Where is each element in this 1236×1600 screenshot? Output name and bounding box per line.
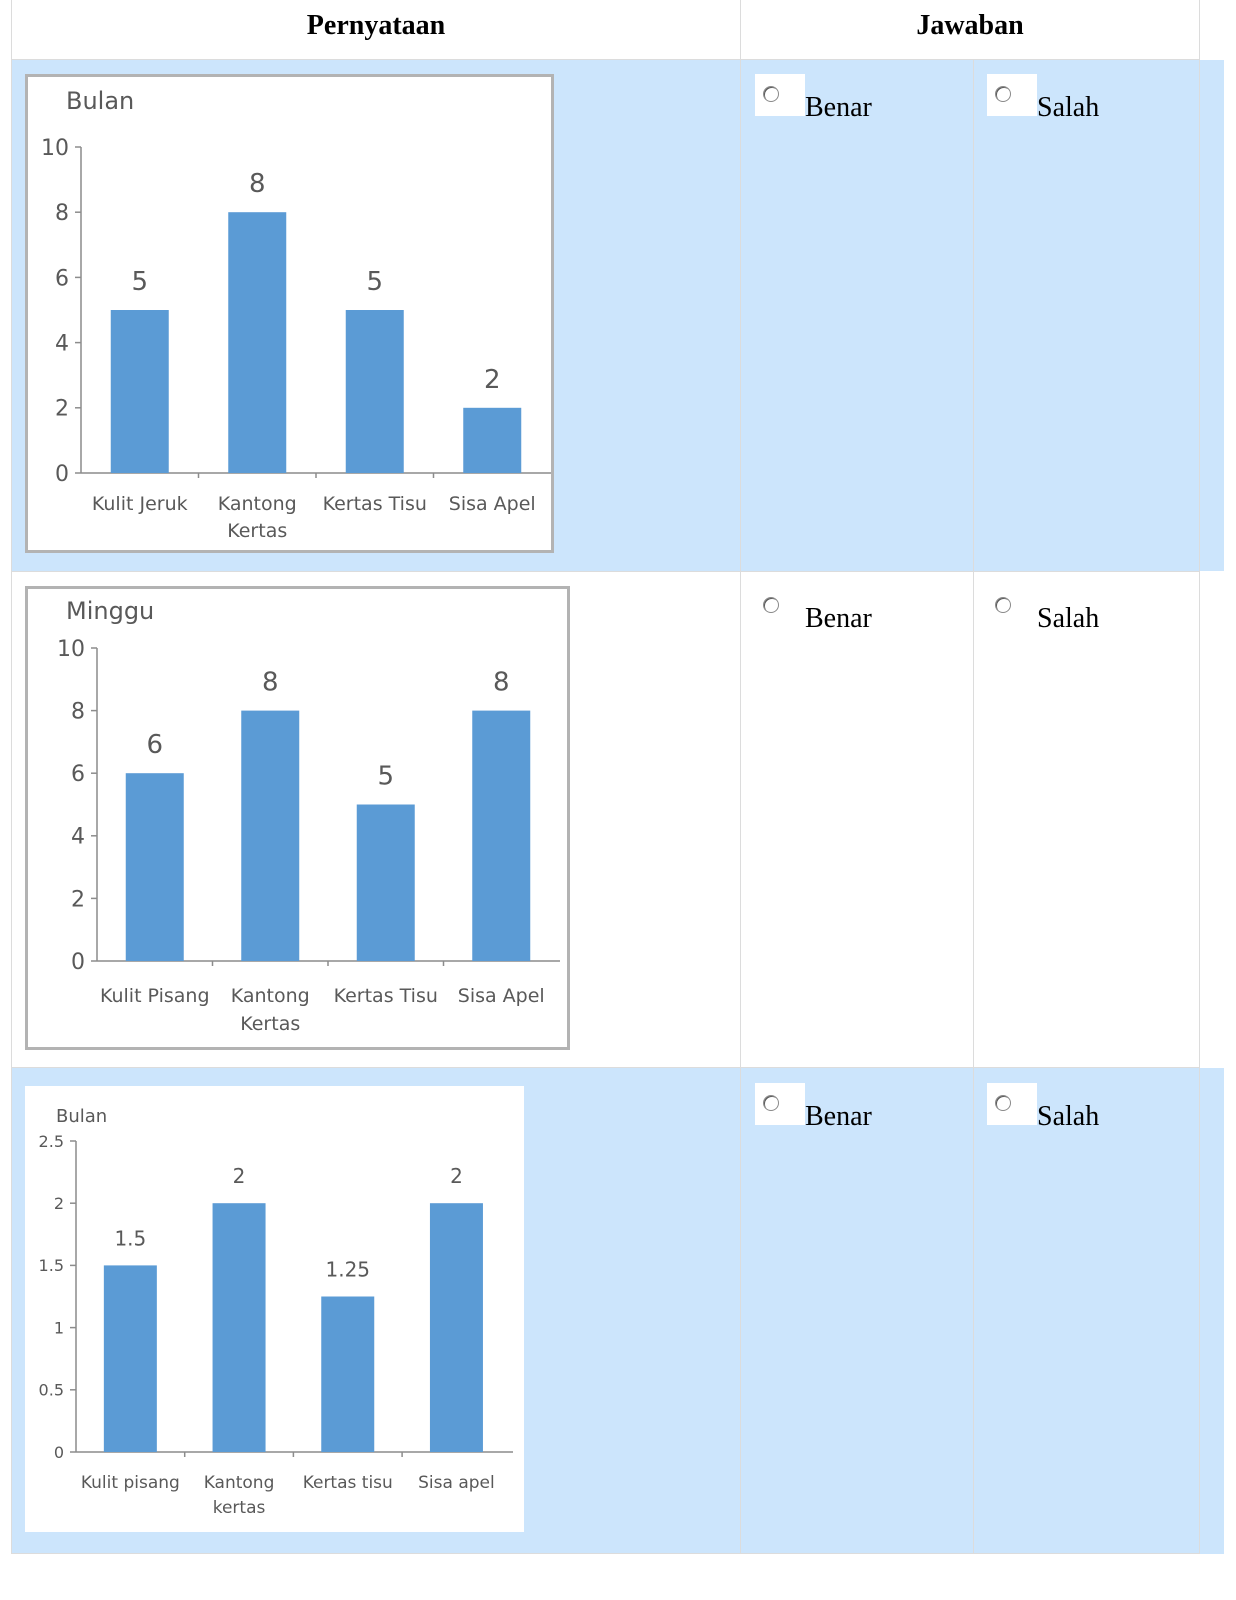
bar-chart-minggu: Minggu 0 2 4 6 8 10 6 Kulit Pisang 8 Kantong Kertas…	[57, 597, 560, 1035]
chart-title: Bulan	[66, 87, 134, 115]
option-label-benar: Benar	[805, 92, 872, 123]
y-tick-label: 4	[55, 332, 69, 357]
option-salah-row-2[interactable]: Salah	[987, 585, 1099, 635]
y-tick-label: 10	[41, 136, 69, 161]
x-category-label: Kulit pisang	[81, 1473, 180, 1493]
chart-title: Minggu	[66, 597, 154, 625]
y-tick-label: 6	[55, 266, 69, 291]
data-label: 1.25	[325, 1258, 370, 1282]
x-category-label: Kertas Tisu	[323, 493, 427, 515]
y-tick-label: 2	[71, 887, 85, 912]
bar	[429, 1203, 483, 1452]
y-tick-label: 2	[55, 397, 69, 422]
data-label: 2	[484, 365, 501, 395]
option-benar-row-1[interactable]: Benar	[755, 74, 872, 124]
option-label-benar: Benar	[805, 1101, 872, 1132]
radio-circle-icon	[763, 1095, 779, 1111]
y-tick-label: 0.5	[39, 1381, 64, 1400]
bar	[228, 212, 287, 473]
radio-salah-row-2[interactable]	[987, 585, 1037, 627]
chart-panel-2: Minggu 0 2 4 6 8 10 6 Kulit Pisang 8 Kantong Kertas…	[25, 586, 570, 1050]
column-divider-statement	[740, 0, 741, 1554]
bar	[212, 1203, 266, 1452]
y-tick-label: 8	[71, 700, 85, 725]
radio-circle-icon	[995, 86, 1011, 102]
header-answer: Jawaban	[916, 10, 1024, 41]
radio-benar-row-3[interactable]	[755, 1083, 805, 1125]
x-category-label: Kulit Pisang	[100, 985, 210, 1007]
y-tick-label: 2	[54, 1194, 64, 1213]
x-category-label: Kantong Kertas	[231, 985, 310, 1035]
radio-salah-row-1[interactable]	[987, 74, 1037, 116]
x-category-label: Kantong Kertas	[218, 493, 297, 542]
bar	[472, 710, 531, 961]
header-statement: Pernyataan	[306, 10, 446, 41]
bar	[356, 804, 415, 961]
option-label-salah: Salah	[1037, 1101, 1100, 1132]
data-label: 8	[262, 668, 279, 698]
y-tick-label: 0	[55, 462, 69, 487]
row-divider	[11, 571, 1200, 572]
radio-circle-icon	[995, 597, 1011, 613]
y-tick-label: 0	[54, 1443, 64, 1462]
data-label: 6	[146, 730, 163, 760]
data-label: 2	[450, 1164, 463, 1188]
chart-panel-1: Bulan 0 2 4 6 8 10 5 Kulit Jeruk 8 Kantong Kertas 5 K…	[25, 74, 554, 553]
y-tick-label: 8	[55, 201, 69, 226]
data-label: 8	[493, 668, 510, 698]
y-tick-label: 6	[71, 762, 85, 787]
data-label: 2	[233, 1164, 246, 1188]
option-label-benar: Benar	[805, 603, 872, 634]
radio-circle-icon	[763, 597, 779, 613]
radio-salah-row-3[interactable]	[987, 1083, 1037, 1125]
x-category-label: Kantong kertas	[204, 1473, 275, 1518]
y-tick-label: 2.5	[39, 1132, 64, 1151]
y-tick-label: 4	[71, 825, 85, 850]
chart-title: Bulan	[56, 1106, 107, 1127]
data-label: 5	[366, 267, 383, 297]
x-category-label: Sisa Apel	[449, 493, 536, 515]
option-label-salah: Salah	[1037, 603, 1100, 634]
y-tick-label: 0	[71, 950, 85, 975]
radio-circle-icon	[995, 1095, 1011, 1111]
table-border-left	[11, 0, 12, 1554]
x-category-label: Kulit Jeruk	[92, 493, 188, 515]
data-label: 5	[131, 267, 148, 297]
row-divider	[11, 1067, 1200, 1068]
data-label: 1.5	[114, 1226, 146, 1250]
x-category-label: Sisa apel	[418, 1473, 495, 1493]
bar	[345, 310, 404, 473]
bar	[321, 1296, 375, 1452]
bar	[110, 310, 169, 473]
radio-benar-row-1[interactable]	[755, 74, 805, 116]
table-border-right	[1199, 0, 1200, 1554]
x-category-label: Kertas tisu	[303, 1473, 393, 1493]
bar-chart-bulan: Bulan 0 2 4 6 8 10 5 Kulit Jeruk 8 Kantong Kertas 5 K…	[41, 87, 551, 542]
option-label-salah: Salah	[1037, 92, 1100, 123]
option-benar-row-3[interactable]: Benar	[755, 1083, 872, 1133]
option-salah-row-1[interactable]: Salah	[987, 74, 1099, 124]
column-divider-answer	[973, 60, 974, 1554]
bar	[125, 773, 184, 961]
radio-benar-row-2[interactable]	[755, 585, 805, 627]
bar-chart-bulan-2: Bulan 0 0.5 1 1.5 2 2.5 1.5 Kulit pisang 2 Kantong…	[39, 1106, 513, 1518]
x-category-label: Sisa Apel	[458, 985, 545, 1007]
bar	[241, 710, 300, 961]
option-salah-row-3[interactable]: Salah	[987, 1083, 1099, 1133]
x-category-label: Kertas Tisu	[334, 985, 438, 1007]
chart-panel-3: Bulan 0 0.5 1 1.5 2 2.5 1.5 Kulit pisang 2 Kantong…	[25, 1086, 524, 1532]
y-tick-label: 10	[57, 637, 85, 662]
y-tick-label: 1.5	[39, 1256, 64, 1275]
row-divider	[11, 59, 1200, 60]
radio-circle-icon	[763, 86, 779, 102]
data-label: 8	[249, 169, 266, 199]
table-border-bottom	[11, 1553, 1200, 1554]
bar	[463, 407, 522, 473]
option-benar-row-2[interactable]: Benar	[755, 585, 872, 635]
y-tick-label: 1	[54, 1318, 64, 1337]
bar	[103, 1265, 157, 1452]
data-label: 5	[377, 762, 394, 792]
